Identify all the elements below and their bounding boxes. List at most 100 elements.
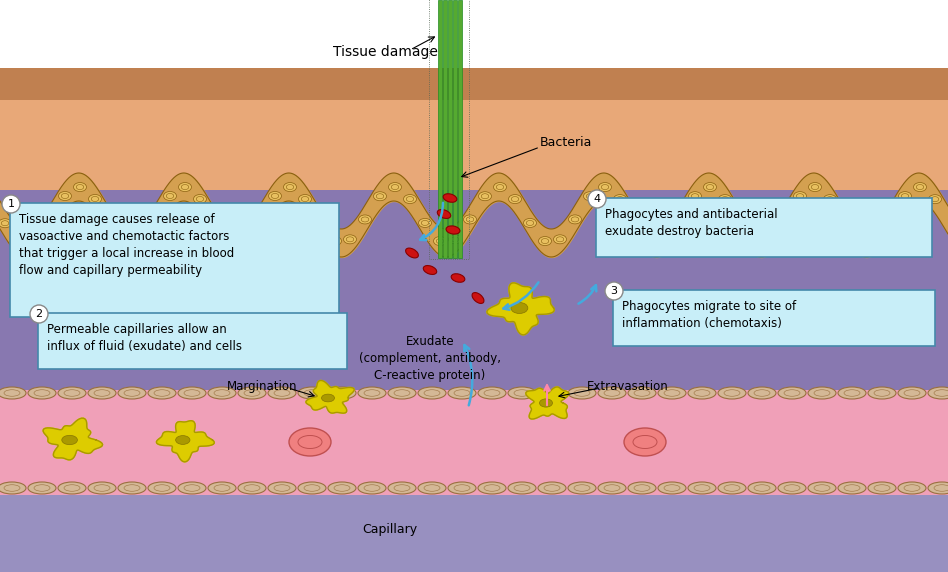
Ellipse shape (433, 237, 447, 245)
Ellipse shape (374, 192, 387, 201)
Ellipse shape (423, 265, 437, 275)
Ellipse shape (224, 237, 236, 245)
Text: Phagocytes migrate to site of
inflammation (chemotaxis): Phagocytes migrate to site of inflammati… (622, 300, 796, 330)
Bar (0, 68, 948, 110)
Ellipse shape (389, 182, 402, 192)
Ellipse shape (13, 236, 27, 245)
Ellipse shape (523, 219, 537, 228)
Bar (0, 0, 948, 75)
Ellipse shape (479, 192, 491, 201)
Ellipse shape (28, 387, 56, 399)
Bar (458, 0, 462, 258)
Ellipse shape (163, 192, 176, 201)
Bar (443, 0, 447, 258)
Ellipse shape (358, 387, 386, 399)
FancyBboxPatch shape (38, 313, 347, 369)
Ellipse shape (734, 219, 746, 228)
Ellipse shape (538, 482, 566, 494)
Text: Extravasation: Extravasation (587, 380, 669, 393)
Text: Phagocytes and antibacterial
exudate destroy bacteria: Phagocytes and antibacterial exudate des… (605, 208, 777, 238)
Ellipse shape (778, 215, 792, 224)
Bar (0, 190, 948, 410)
Ellipse shape (448, 387, 476, 399)
Ellipse shape (178, 387, 206, 399)
Bar (438, 0, 442, 258)
Text: Margination: Margination (227, 380, 298, 393)
Ellipse shape (178, 182, 191, 192)
Ellipse shape (658, 387, 686, 399)
Ellipse shape (568, 387, 596, 399)
Ellipse shape (719, 194, 732, 204)
Ellipse shape (628, 387, 656, 399)
Ellipse shape (778, 482, 806, 494)
Ellipse shape (511, 303, 528, 313)
Ellipse shape (118, 482, 146, 494)
Ellipse shape (793, 192, 807, 201)
Ellipse shape (28, 235, 42, 244)
Ellipse shape (58, 387, 86, 399)
Ellipse shape (447, 226, 460, 234)
Ellipse shape (328, 387, 356, 399)
Ellipse shape (418, 387, 446, 399)
Ellipse shape (748, 482, 776, 494)
Ellipse shape (688, 482, 716, 494)
Ellipse shape (868, 387, 896, 399)
Polygon shape (43, 418, 102, 460)
Ellipse shape (208, 482, 236, 494)
Ellipse shape (838, 482, 866, 494)
Ellipse shape (778, 387, 806, 399)
Bar (453, 0, 457, 258)
Text: 1: 1 (8, 199, 14, 209)
Ellipse shape (404, 194, 416, 204)
Ellipse shape (298, 387, 326, 399)
Text: Tissue damage causes release of
vasoactive and chemotactic factors
that trigger : Tissue damage causes release of vasoacti… (19, 213, 234, 277)
Ellipse shape (88, 194, 101, 204)
Ellipse shape (628, 482, 656, 494)
Ellipse shape (253, 215, 266, 224)
Ellipse shape (193, 194, 207, 204)
Ellipse shape (149, 215, 161, 224)
Ellipse shape (74, 182, 86, 192)
Ellipse shape (58, 482, 86, 494)
Ellipse shape (88, 387, 116, 399)
Ellipse shape (268, 482, 296, 494)
Ellipse shape (118, 387, 146, 399)
Ellipse shape (343, 235, 356, 244)
Ellipse shape (118, 236, 132, 245)
Ellipse shape (808, 482, 836, 494)
Ellipse shape (584, 192, 596, 201)
Ellipse shape (539, 399, 553, 407)
Circle shape (2, 195, 20, 213)
Bar (0, 100, 948, 200)
Ellipse shape (298, 482, 326, 494)
Circle shape (605, 282, 623, 300)
Polygon shape (526, 387, 569, 419)
Ellipse shape (568, 482, 596, 494)
Ellipse shape (868, 235, 882, 244)
Ellipse shape (478, 387, 506, 399)
Ellipse shape (898, 387, 926, 399)
Ellipse shape (299, 194, 312, 204)
Ellipse shape (613, 194, 627, 204)
Ellipse shape (238, 387, 266, 399)
Ellipse shape (824, 194, 836, 204)
Ellipse shape (748, 387, 776, 399)
Ellipse shape (448, 235, 462, 244)
Ellipse shape (598, 387, 626, 399)
Ellipse shape (88, 482, 116, 494)
Text: 3: 3 (611, 286, 617, 296)
Ellipse shape (884, 215, 897, 224)
Ellipse shape (658, 482, 686, 494)
Polygon shape (306, 380, 355, 413)
Ellipse shape (598, 182, 611, 192)
Ellipse shape (134, 235, 147, 244)
Ellipse shape (914, 182, 926, 192)
Ellipse shape (598, 482, 626, 494)
Ellipse shape (554, 235, 567, 244)
Ellipse shape (673, 215, 686, 224)
Text: 4: 4 (593, 194, 601, 204)
Ellipse shape (644, 236, 657, 245)
Ellipse shape (283, 182, 297, 192)
Text: Capillary: Capillary (362, 523, 417, 537)
Ellipse shape (508, 387, 536, 399)
